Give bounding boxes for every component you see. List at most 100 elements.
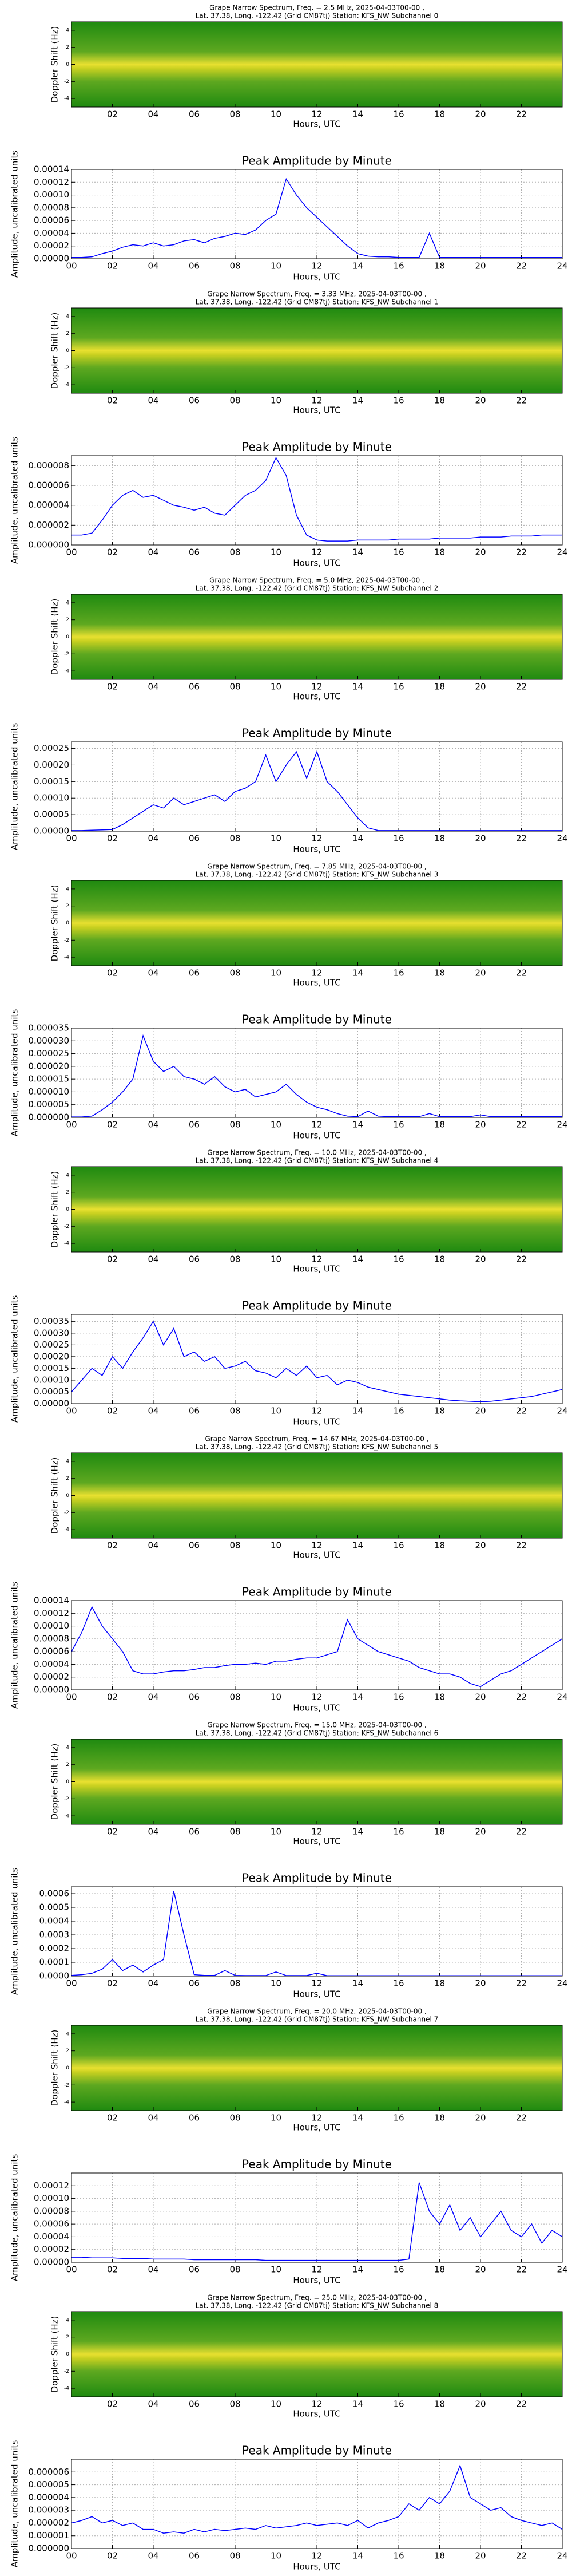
- chart-subtitle: Lat. 37.38, Long. -122.42 (Grid CM87tj) …: [196, 12, 439, 20]
- x-tick-label: 08: [229, 968, 240, 978]
- x-tick-label: 14: [352, 1978, 363, 1989]
- x-tick-label: 22: [516, 1978, 527, 1989]
- x-tick-label: 16: [393, 1827, 404, 1837]
- y-tick-label: 0.00025: [34, 1340, 69, 1350]
- y-tick-label: -4: [64, 2100, 69, 2105]
- x-tick-label: 06: [189, 109, 200, 120]
- y-tick-label: -4: [64, 382, 69, 388]
- x-tick-label: 08: [229, 396, 240, 406]
- x-tick-label: 08: [229, 1978, 240, 1989]
- x-tick-label: 12: [311, 2265, 322, 2275]
- x-tick-label: 06: [189, 682, 200, 692]
- y-axis-label: Doppler Shift (Hz): [50, 599, 60, 675]
- y-tick-label: 0.000006: [28, 480, 69, 491]
- y-axis-label: Doppler Shift (Hz): [50, 2030, 60, 2107]
- y-tick-label: 4: [66, 600, 69, 606]
- y-tick-label: 0: [66, 634, 69, 640]
- x-tick-label: 06: [189, 1254, 200, 1265]
- x-tick-label: 06: [189, 968, 200, 978]
- plot-frame: [71, 1739, 563, 1825]
- x-tick-label: 00: [66, 833, 77, 844]
- x-axis-label: Hours, UTC: [293, 2123, 340, 2133]
- y-tick-label: 4: [66, 2317, 69, 2323]
- plot-frame: [71, 880, 563, 966]
- y-tick-label: 0.00014: [34, 164, 69, 175]
- y-axis-label: Amplitude, uncalibrated units: [10, 437, 20, 564]
- plot-frame: [71, 1314, 563, 1404]
- y-tick-label: -4: [64, 669, 69, 674]
- x-tick-label: 14: [352, 1692, 363, 1702]
- x-tick-label: 12: [311, 109, 322, 120]
- y-tick-label: -4: [64, 2386, 69, 2392]
- x-axis-label: Hours, UTC: [293, 405, 340, 416]
- chart-title: Grape Narrow Spectrum, Freq. = 14.67 MHz…: [205, 1435, 428, 1443]
- y-tick-label: 0.00035: [34, 1316, 69, 1326]
- y-tick-label: 0: [66, 62, 69, 68]
- x-tick-label: 10: [271, 2399, 281, 2409]
- x-tick-label: 14: [352, 1827, 363, 1837]
- x-tick-label: 04: [148, 2551, 158, 2561]
- x-axis-label: Hours, UTC: [293, 119, 340, 129]
- y-tick-label: 0.00010: [34, 1621, 69, 1631]
- chart-title: Grape Narrow Spectrum, Freq. = 2.5 MHz, …: [209, 4, 424, 12]
- x-tick-label: 02: [107, 1978, 118, 1989]
- x-tick-label: 16: [393, 396, 404, 406]
- x-tick-label: 08: [229, 1540, 240, 1551]
- x-tick-label: 02: [107, 261, 118, 271]
- chart-subtitle: Lat. 37.38, Long. -122.42 (Grid CM87tj) …: [196, 2016, 439, 2024]
- x-tick-label: 10: [271, 1254, 281, 1265]
- y-axis-label: Doppler Shift (Hz): [50, 1457, 60, 1534]
- x-tick-label: 00: [66, 2551, 77, 2561]
- x-tick-label: 18: [434, 2265, 445, 2275]
- plot-frame: [71, 741, 563, 832]
- y-tick-label: -2: [64, 651, 69, 657]
- x-tick-label: 06: [189, 833, 200, 844]
- x-tick-label: 20: [475, 2265, 486, 2275]
- plot-frame: [71, 1600, 563, 1690]
- x-tick-label: 22: [516, 2265, 527, 2275]
- x-tick-label: 16: [393, 109, 404, 120]
- x-tick-label: 04: [148, 547, 158, 558]
- y-tick-label: 0.00004: [34, 228, 69, 238]
- x-tick-label: 16: [393, 968, 404, 978]
- x-tick-label: 22: [516, 2399, 527, 2409]
- y-tick-label: 0.00000: [34, 1685, 69, 1695]
- x-tick-label: 00: [66, 2265, 77, 2275]
- data-line: [72, 2182, 563, 2261]
- x-tick-label: 10: [271, 261, 281, 271]
- x-tick-label: 24: [557, 1406, 567, 1416]
- x-tick-label: 10: [271, 1692, 281, 1702]
- chart-title: Grape Narrow Spectrum, Freq. = 10.0 MHz,…: [207, 1149, 426, 1157]
- y-tick-label: 4: [66, 886, 69, 892]
- x-tick-label: 10: [271, 1827, 281, 1837]
- chart-title: Peak Amplitude by Minute: [242, 1299, 392, 1313]
- y-tick-label: 0.00000: [34, 2257, 69, 2267]
- x-tick-label: 14: [352, 2265, 363, 2275]
- spectrogram-image: [72, 2025, 562, 2111]
- y-tick-label: 0.000008: [28, 460, 69, 471]
- y-tick-label: 4: [66, 1172, 69, 1178]
- x-tick-label: 06: [189, 261, 200, 271]
- chart-subtitle: Lat. 37.38, Long. -122.42 (Grid CM87tj) …: [196, 2302, 439, 2310]
- spectrogram-image: [72, 1739, 562, 1824]
- x-tick-label: 00: [66, 1692, 77, 1702]
- x-tick-label: 12: [311, 682, 322, 692]
- x-tick-label: 10: [271, 1978, 281, 1989]
- x-tick-label: 10: [271, 682, 281, 692]
- x-tick-label: 20: [475, 968, 486, 978]
- x-tick-label: 10: [271, 2551, 281, 2561]
- x-tick-label: 12: [311, 1978, 322, 1989]
- y-tick-label: 2: [66, 617, 69, 623]
- chart-subtitle: Lat. 37.38, Long. -122.42 (Grid CM87tj) …: [196, 1157, 439, 1165]
- x-tick-label: 02: [107, 682, 118, 692]
- y-tick-label: 0.0000: [39, 1971, 70, 1981]
- x-tick-label: 10: [271, 1540, 281, 1551]
- y-axis-label: Amplitude, uncalibrated units: [10, 723, 20, 851]
- chart-subtitle: Lat. 37.38, Long. -122.42 (Grid CM87tj) …: [196, 871, 439, 879]
- y-tick-label: 0.00012: [34, 1608, 69, 1618]
- y-tick-label: 0.00025: [34, 743, 69, 753]
- x-tick-label: 06: [189, 1978, 200, 1989]
- y-tick-label: 0: [66, 2352, 69, 2357]
- x-tick-label: 12: [311, 261, 322, 271]
- data-line: [72, 456, 562, 542]
